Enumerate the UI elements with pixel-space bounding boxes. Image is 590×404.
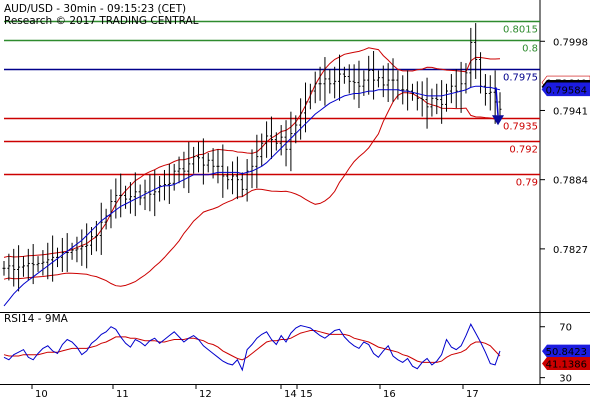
- arrow-shaft: [495, 87, 499, 116]
- value-tag-label: 0.79584: [546, 85, 587, 96]
- price-bars: [2, 23, 502, 292]
- rsi-line: [3, 323, 501, 372]
- price-value-tags: 0.796400.796050.79584: [541, 75, 590, 97]
- time-axis-ticks: 10 11 12 14 15 16 17: [31, 384, 479, 400]
- price-tick-label: 0.7998: [553, 37, 588, 48]
- rsi-tick-label: 70: [559, 323, 572, 334]
- time-tick-label: 17: [466, 389, 479, 400]
- down-arrow-icon: [492, 115, 504, 126]
- time-tick-label: 15: [300, 389, 313, 400]
- time-tick-label: 10: [35, 389, 48, 400]
- rsi-tag-label: 41.1386: [546, 359, 587, 370]
- rsi-tick-label: 30: [559, 374, 572, 385]
- rsi-lines: [3, 323, 501, 372]
- chart-title: AUD/USD - 30min - 09:15:23 (CET): [4, 3, 186, 15]
- rsi-axis-ticks: 70 30: [540, 323, 572, 385]
- price-axis-ticks: 0.7998 0.7941 0.7884 0.7827: [540, 37, 588, 256]
- rsi-title: RSI14 - 9MA: [4, 313, 69, 325]
- rsi-tag-box: [542, 344, 590, 358]
- rsi-tag-label: 50.8423: [546, 347, 587, 358]
- rsi-tag-box: [542, 356, 590, 370]
- price-tick-label: 0.7827: [553, 245, 588, 256]
- time-tick-label: 12: [199, 389, 212, 400]
- time-tick-label: 11: [116, 389, 129, 400]
- level-label: 0.7975: [503, 73, 538, 84]
- level-label: 0.8: [522, 44, 538, 55]
- pivot-levels: 0.8015 0.8 0.7975 0.7935 0.792 0.79: [4, 20, 540, 189]
- rsi-ma-line: [3, 330, 501, 363]
- level-label: 0.792: [509, 145, 538, 156]
- copyright-line: Research © 2017 TRADING CENTRAL: [4, 15, 199, 27]
- price-tick-label: 0.7884: [553, 176, 588, 187]
- moving-average: [3, 85, 504, 307]
- time-tick-label: 16: [383, 389, 396, 400]
- level-label: 0.79: [516, 178, 538, 189]
- level-label: 0.7935: [503, 122, 538, 133]
- ma-line: [3, 85, 501, 307]
- level-label: 0.8015: [503, 25, 538, 36]
- time-tick-label: 14: [284, 389, 297, 400]
- value-tag-box: [541, 82, 590, 97]
- price-tick-label: 0.7941: [553, 106, 588, 117]
